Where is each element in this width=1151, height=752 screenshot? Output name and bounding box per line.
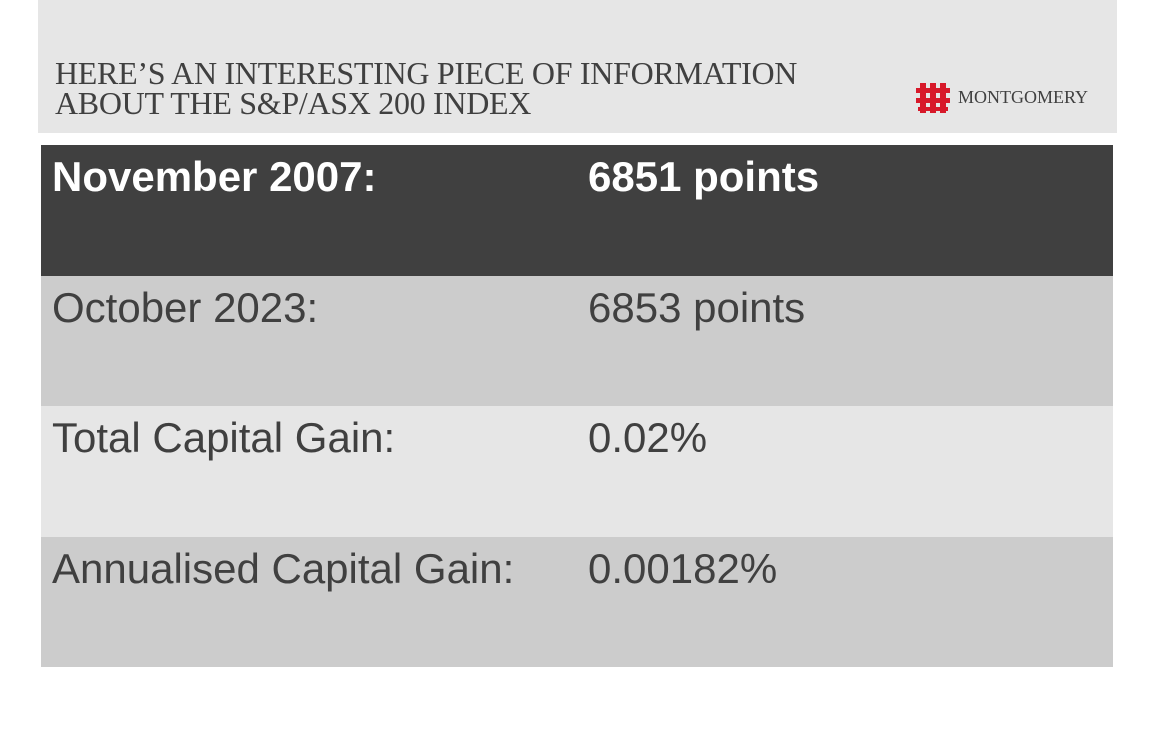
value-cell: 6853 points [588, 283, 806, 331]
label-cell: November 2007: [52, 153, 377, 200]
title-line: ABOUT THE S&P/ASX 200 INDEX [55, 85, 532, 121]
logo-text: MONTGOMERY [958, 87, 1089, 107]
logo: MONTGOMERY [916, 80, 1106, 116]
table-row: November 2007: 6851 points [41, 145, 1113, 276]
table-row: October 2023: 6853 points [41, 275, 1113, 406]
label-cell: Total Capital Gain: [52, 414, 396, 461]
title-line: HERE’S AN INTERESTING PIECE OF INFORMATI… [55, 55, 798, 91]
label-cell: October 2023: [52, 283, 319, 331]
table-row: Total Capital Gain: 0.02% [41, 406, 1113, 537]
label-cell: Annualised Capital Gain: [52, 544, 515, 592]
logo-icon [916, 83, 950, 113]
table: November 2007: 6851 points October 2023:… [41, 145, 1113, 667]
value-cell: 0.02% [588, 414, 708, 461]
value-cell: 6851 points [588, 153, 820, 200]
value-cell: 0.00182% [588, 544, 778, 592]
header: HERE’S AN INTERESTING PIECE OF INFORMATI… [38, 0, 1117, 133]
table-row: Annualised Capital Gain: 0.00182% [41, 536, 1113, 667]
